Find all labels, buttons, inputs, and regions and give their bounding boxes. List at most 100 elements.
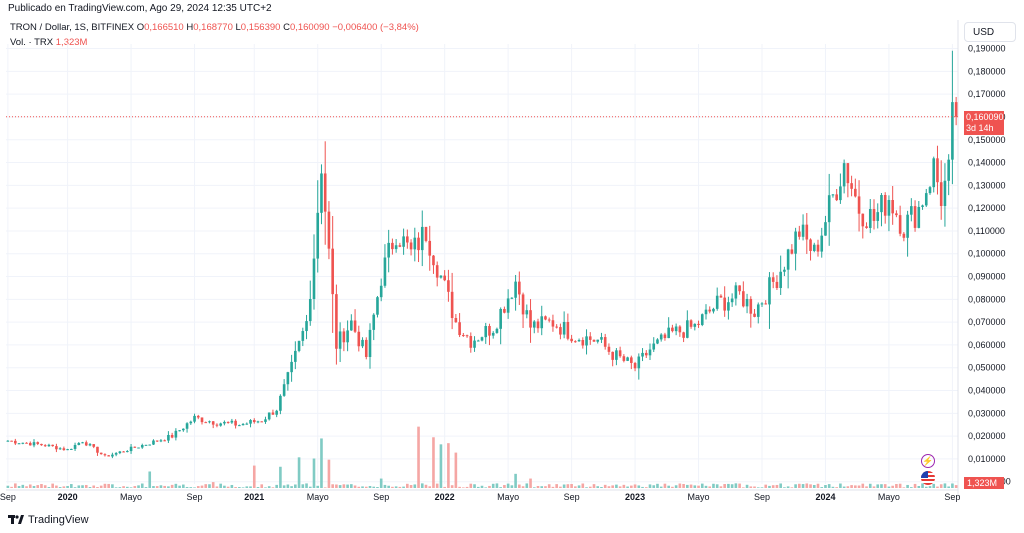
candle-body [484,326,488,338]
candle-body [495,328,499,333]
volume-bar [361,486,364,488]
volume-bar [398,486,402,488]
candle-body [816,244,820,252]
volume-bar [316,485,320,488]
candle-body [615,350,618,360]
y-tick-label: 0,190000 [968,44,1006,54]
volume-bar [540,486,544,488]
volume-bar [865,486,868,488]
candle-body [252,420,256,423]
candle-body [678,326,682,333]
candle-body [297,340,301,351]
volume-bar [230,484,234,488]
y-tick-label: 0,020000 [968,431,1006,441]
candle-body [753,313,756,317]
volume-bar [592,484,596,488]
volume-bar [99,485,103,488]
volume-bar [84,484,88,488]
volume-bar [193,487,196,488]
volume-bar [529,478,532,488]
volume-value: 1,323M [55,37,88,48]
chart-grid [6,20,959,498]
volume-bar [562,484,566,488]
volume-bar [96,486,99,488]
candle-body [338,331,342,349]
y-tick-label: 0,030000 [968,408,1006,418]
candle-body [226,421,230,423]
currency-button[interactable]: USD [964,22,1016,42]
volume-bar [771,485,775,488]
volume-bar [745,484,749,488]
volume-bar [420,483,424,488]
candle-body [693,323,697,327]
x-tick-label: Sep [373,492,389,502]
volume-bar [880,484,883,488]
candle-body [652,343,656,350]
candle-body [611,351,614,360]
candle-body [350,320,353,331]
candle-body [480,337,484,341]
volume-bar [600,487,603,488]
candle-body [723,297,726,311]
volume-bar [895,483,898,488]
us-flag-icon[interactable] [921,471,935,485]
volume-bar [353,485,357,488]
x-tick-label: Mayo [497,492,519,502]
x-tick-label: 2020 [58,492,78,502]
volume-label: Vol. · TRX [10,37,54,48]
volume-bar [182,484,185,488]
volume-bar [144,487,148,488]
volume-bar [267,486,271,488]
volume-bar [383,484,387,488]
candle-body [846,163,850,184]
volume-bar [715,484,719,488]
volume-bar [36,485,40,488]
candle-body [417,237,420,251]
volume-bar [861,483,865,488]
candle-body [503,308,506,313]
x-tick-label: Sep [944,492,960,502]
volume-bar [391,486,394,488]
volume-bar [14,483,17,488]
candle-body [588,336,592,340]
volume-bar [196,486,200,488]
candle-body [697,323,700,325]
candle-body [211,421,215,425]
volume-bar [70,484,73,488]
volume-bar [327,459,331,488]
candle-body [827,195,831,223]
volume-bar [663,483,667,488]
candle-body [21,442,25,444]
candle-body [99,452,103,455]
volume-bar [749,486,753,488]
volume-bar [454,452,458,488]
flash-icon[interactable]: ⚡ [921,454,935,468]
candle-body [469,336,473,348]
volume-bar [260,484,264,488]
candle-body [107,455,110,457]
brand-footer: TradingView [8,514,89,526]
volume-bar [559,486,562,488]
candle-body [264,419,267,422]
candle-body [122,451,125,453]
y-tick-label: 0,110000 [968,226,1005,236]
candle-body [290,361,293,373]
candle-body [96,446,99,453]
candle-body [167,434,170,441]
volume-bar [51,483,54,488]
y-tick-label: 0,090000 [968,272,1006,282]
candle-body [282,384,286,396]
volume-bar [189,487,193,488]
candle-body [148,444,152,446]
candle-body [294,350,297,362]
x-tick-label: 2024 [815,492,835,502]
tradingview-logo-icon [8,515,24,524]
candle-body [921,205,924,207]
candle-body [704,309,708,315]
candle-body [387,242,390,258]
candle-body [648,349,652,356]
candle-body [581,339,585,346]
volume-bar [798,483,801,488]
candle-body [163,440,166,442]
